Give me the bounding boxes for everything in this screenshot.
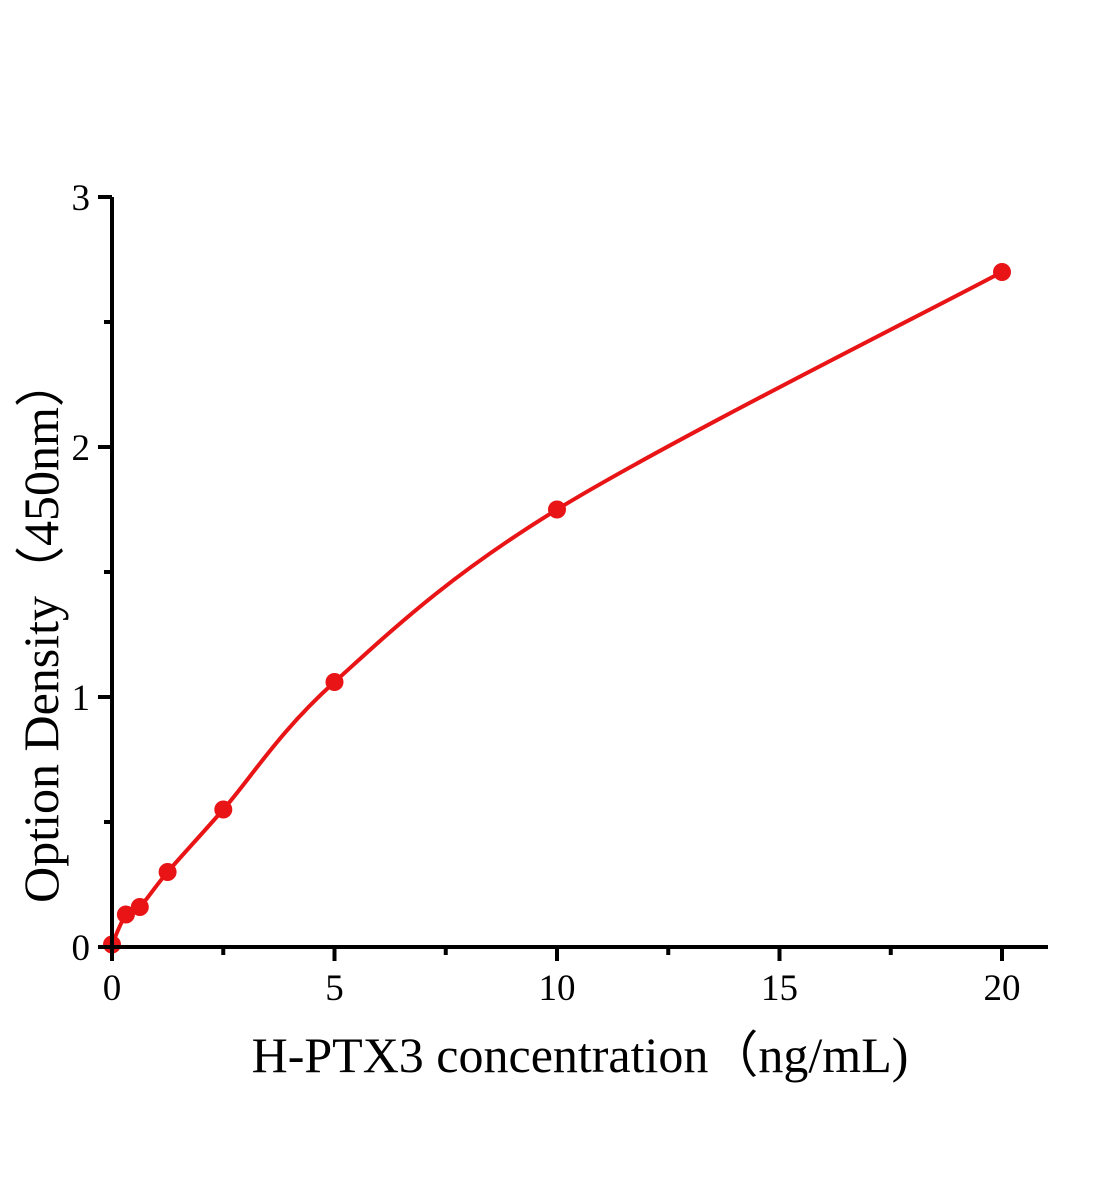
data-point <box>158 863 177 881</box>
y-tick-label: 3 <box>72 178 91 219</box>
plot-layer: 0 5 10 15 20 0 1 2 3 <box>72 178 1048 1009</box>
data-point <box>214 800 233 819</box>
x-tick-label: 10 <box>539 968 576 1009</box>
x-tick-label: 15 <box>761 968 798 1009</box>
x-axis-title: H-PTX3 concentration（ng/mL) <box>252 1027 909 1083</box>
y-tick-label: 0 <box>72 928 91 969</box>
y-tick-label: 1 <box>72 678 91 719</box>
x-tick-label: 5 <box>325 968 344 1009</box>
y-axis-title: Option Density（450nm） <box>13 357 69 903</box>
data-point <box>548 500 566 519</box>
data-point <box>130 898 149 916</box>
data-point <box>993 263 1011 281</box>
x-tick-label: 20 <box>984 968 1021 1009</box>
data-point <box>116 905 135 924</box>
curve-line <box>110 270 1004 947</box>
data-point <box>325 673 344 691</box>
y-tick-label: 2 <box>72 428 91 469</box>
x-tick-label: 0 <box>103 968 122 1009</box>
